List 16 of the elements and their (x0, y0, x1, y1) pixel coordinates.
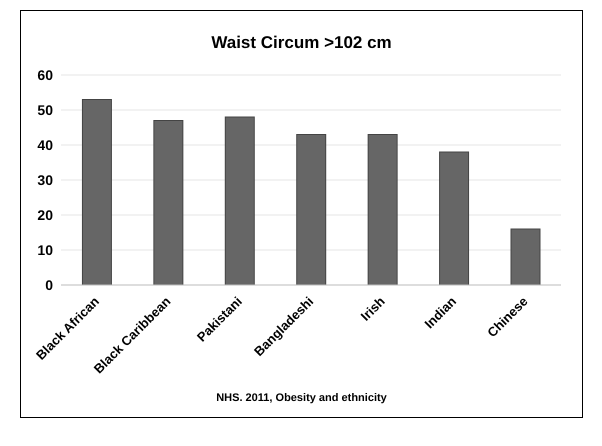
bar (368, 134, 398, 285)
y-tick-label: 30 (37, 172, 54, 188)
y-tick-label: 40 (37, 136, 54, 153)
y-tick-label: 20 (37, 206, 54, 223)
y-tick-label: 50 (37, 102, 54, 118)
bar (296, 134, 326, 285)
y-tick-label: 10 (37, 242, 54, 258)
bar (224, 116, 255, 285)
bar (82, 99, 112, 285)
bar (153, 120, 184, 285)
bar (439, 152, 470, 285)
text: NHS. 2011, Obesity and ethnicity (215, 392, 388, 404)
y-tick-label: 60 (37, 66, 54, 83)
chart-title: Waist Circum >102 cm (210, 33, 393, 54)
bar (510, 228, 540, 285)
y-tick-label: 0 (45, 276, 54, 293)
